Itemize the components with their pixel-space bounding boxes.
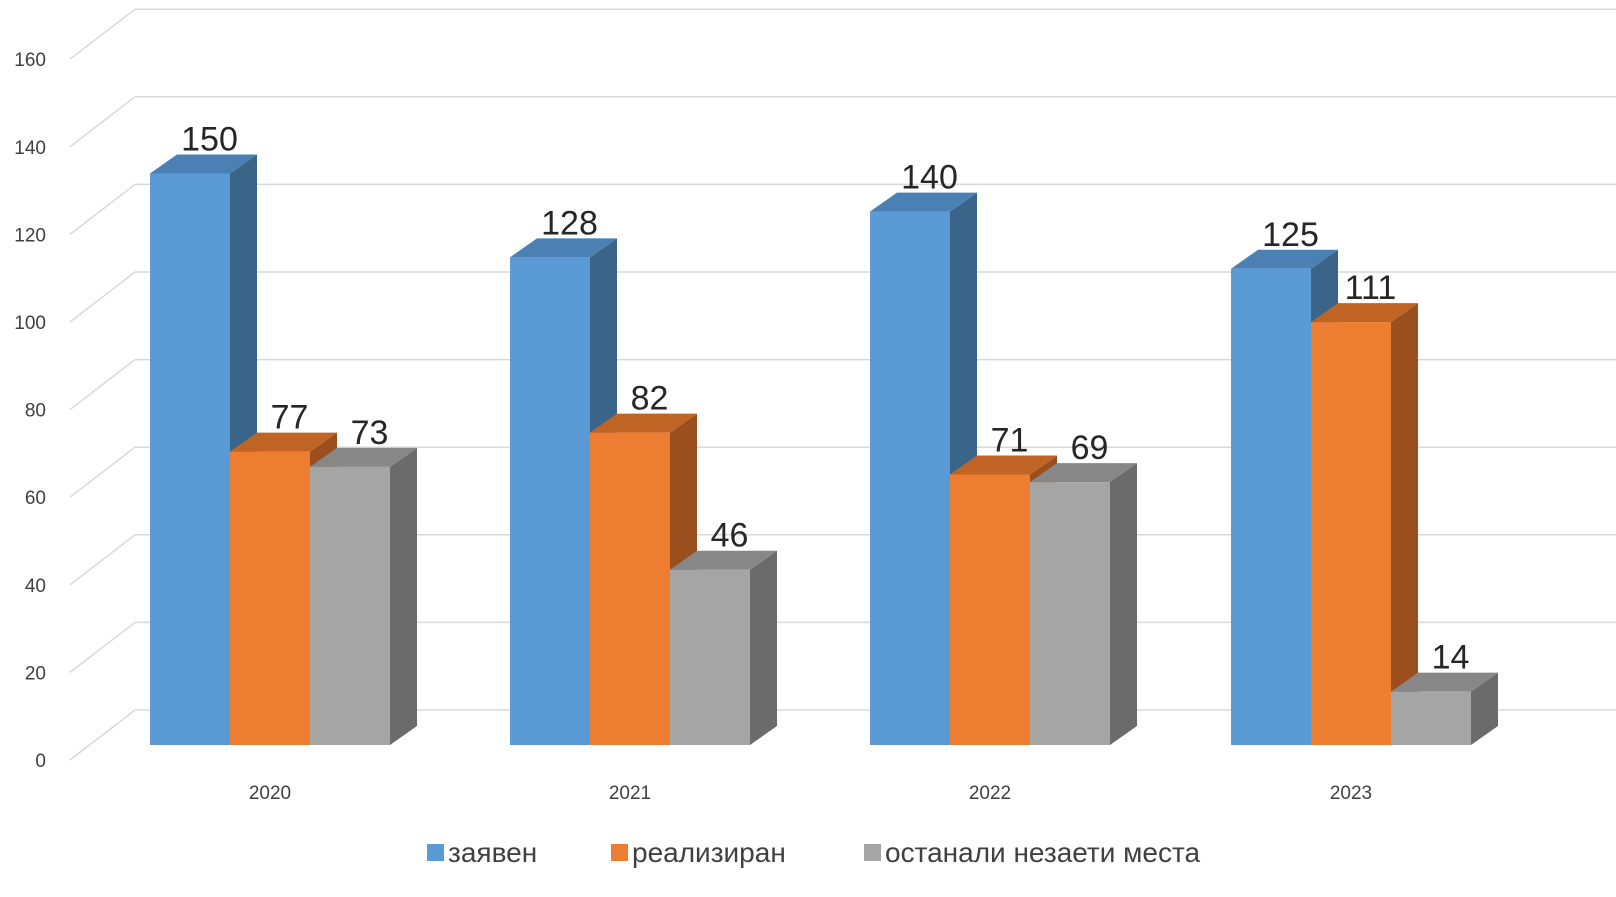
legend-label: заявен (448, 837, 537, 868)
bar-front (150, 173, 230, 745)
bar-top (1231, 249, 1338, 269)
bar-side (1471, 672, 1498, 745)
bar-top (510, 238, 617, 258)
bar-front (510, 257, 590, 745)
bar-front (1231, 268, 1311, 745)
bar-side (1110, 463, 1137, 745)
y-tick-label: 40 (25, 576, 46, 597)
legend-item: заявен (427, 837, 537, 868)
bar-side (390, 447, 417, 745)
legend-swatch (611, 844, 628, 861)
bar-2023-1: 111 (1311, 269, 1418, 745)
data-label: 111 (1345, 269, 1397, 307)
bar-front (950, 474, 1030, 745)
gridline-side (69, 446, 136, 498)
data-label: 46 (711, 517, 749, 555)
bar-side (1391, 303, 1418, 745)
bar-top (1030, 463, 1137, 483)
bars: 150 77 73 128 82 46 140 71 69 125 111 14 (150, 121, 1498, 746)
gridline-side (69, 621, 136, 673)
y-tick-label: 60 (25, 488, 46, 509)
y-tick-label: 20 (25, 663, 46, 684)
x-category-label: 2023 (1330, 783, 1372, 804)
bar-2023-2: 14 (1391, 639, 1498, 745)
gridline-side (69, 8, 136, 60)
gridline-side (69, 271, 136, 323)
legend-item: реализиран (611, 837, 786, 868)
y-tick-label: 80 (25, 401, 46, 422)
data-label: 71 (991, 421, 1029, 459)
x-axis-categories: 2020 2021 2022 2023 (249, 783, 1372, 804)
bar-top (150, 154, 257, 174)
gridline-side (69, 183, 136, 235)
data-label: 125 (1262, 216, 1319, 254)
bar-2022-0: 140 (870, 159, 977, 746)
bar-top (310, 447, 417, 467)
bar-top (230, 432, 337, 452)
data-label: 14 (1432, 639, 1470, 677)
data-label: 150 (181, 121, 238, 159)
gridline-side (69, 96, 136, 148)
gridline-side (69, 359, 136, 411)
data-label: 69 (1071, 429, 1109, 467)
bar-side (750, 550, 777, 745)
data-label: 73 (351, 414, 389, 452)
bar-front (1391, 691, 1471, 745)
y-tick-label: 140 (14, 138, 46, 159)
y-tick-label: 100 (14, 313, 46, 334)
data-label: 128 (541, 204, 598, 242)
legend-swatch (864, 844, 881, 861)
bar-2022-2: 69 (1030, 429, 1137, 745)
data-label: 77 (271, 399, 309, 437)
y-tick-label: 160 (14, 50, 46, 71)
bar-top (590, 413, 697, 433)
bar-front (230, 451, 310, 745)
legend-swatch (427, 844, 444, 861)
legend: заявен реализиран останали незаети места (427, 837, 1200, 868)
bar-front (590, 432, 670, 745)
x-category-label: 2022 (969, 783, 1011, 804)
bar-2021-2: 46 (670, 517, 777, 745)
legend-label: останали незаети места (885, 837, 1200, 868)
bar-top (670, 550, 777, 570)
gridline-side (69, 709, 136, 761)
data-label: 82 (631, 380, 669, 418)
bar-front (310, 466, 390, 745)
bar-top (950, 455, 1057, 475)
bar-front (670, 569, 750, 745)
legend-label: реализиран (632, 837, 786, 868)
data-label: 140 (901, 159, 958, 197)
legend-item: останали незаети места (864, 837, 1200, 868)
y-axis-ticks: 0 20 40 60 80 100 120 140 160 (14, 50, 46, 772)
bar-front (1311, 322, 1391, 745)
bar-top (870, 192, 977, 212)
x-category-label: 2020 (249, 783, 291, 804)
bar-2020-2: 73 (310, 414, 417, 745)
y-tick-label: 0 (35, 751, 46, 772)
bar-top (1311, 303, 1418, 323)
x-category-label: 2021 (609, 783, 651, 804)
bar-front (870, 211, 950, 746)
y-tick-label: 120 (14, 225, 46, 246)
bar-top (1391, 672, 1498, 692)
gridline-side (69, 534, 136, 586)
bar-front (1030, 482, 1110, 745)
